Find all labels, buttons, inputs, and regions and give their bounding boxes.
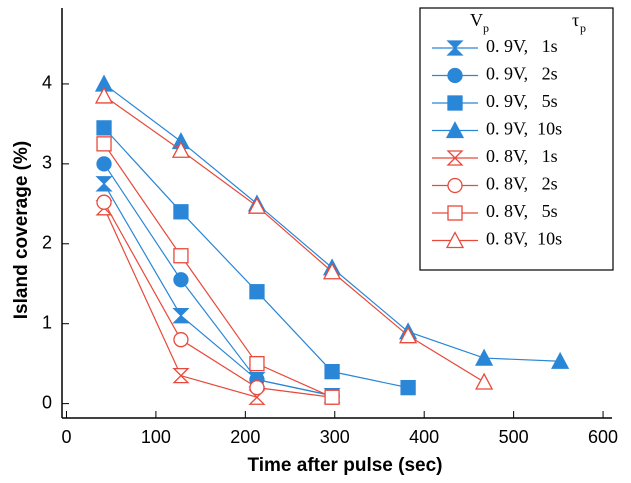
x-tick-label: 200 (230, 427, 260, 447)
legend-marker (447, 67, 463, 84)
series-line (103, 201, 333, 398)
legend-marker (445, 121, 465, 139)
data-point (96, 136, 112, 152)
y-tick-label: 4 (42, 73, 52, 93)
legend-marker (446, 150, 464, 166)
data-point (247, 196, 267, 214)
data-point (249, 379, 265, 396)
series-line (103, 163, 333, 397)
legend-marker (447, 95, 463, 111)
data-point (172, 367, 190, 384)
y-tick-label: 0 (42, 392, 52, 412)
data-point (475, 348, 494, 366)
legend-header-v: V (470, 10, 483, 30)
legend-label: 0. 9V, 10s (486, 119, 562, 139)
legend-marker (447, 205, 463, 221)
y-tick-label: 1 (42, 312, 52, 332)
legend-marker (446, 40, 464, 56)
legend-label: 0. 9V, 5s (486, 91, 558, 111)
data-point (173, 248, 189, 264)
x-tick-label: 600 (588, 427, 618, 447)
data-point (551, 351, 570, 369)
y-axis-label: Island coverage (%) (11, 141, 32, 319)
legend-label: 0. 9V, 2s (486, 64, 558, 84)
data-point (173, 332, 189, 348)
data-point (322, 262, 342, 280)
x-tick-label: 0 (61, 427, 71, 447)
y-tick-label: 3 (42, 153, 52, 173)
data-point (324, 389, 340, 405)
data-point (400, 379, 416, 396)
x-tick-label: 400 (409, 427, 439, 447)
data-point (173, 272, 189, 288)
data-point (96, 120, 112, 136)
x-tick-label: 500 (499, 427, 529, 447)
data-point (96, 156, 112, 172)
x-axis-label: Time after pulse (sec) (247, 455, 442, 476)
data-point (475, 372, 494, 390)
legend-header-v-sub: p (483, 21, 489, 35)
legend-label: 0. 8V, 2s (486, 174, 558, 194)
series-line (103, 127, 409, 389)
x-tick-label: 300 (320, 427, 350, 447)
legend-header-tau-sub: p (580, 21, 586, 35)
legend-label: 0. 8V, 5s (486, 201, 558, 221)
data-point (95, 176, 113, 192)
data-point (96, 194, 112, 210)
series-line (103, 143, 333, 398)
data-point (399, 326, 418, 344)
data-point (249, 284, 265, 300)
data-point (249, 356, 265, 372)
legend-marker (447, 177, 463, 194)
y-tick-label: 2 (42, 233, 52, 253)
series-line (103, 95, 485, 383)
legend-label: 0. 8V, 10s (486, 229, 562, 249)
data-point (171, 140, 191, 158)
x-tick-label: 100 (141, 427, 171, 447)
data-point (172, 308, 190, 324)
legend-label: 0. 9V, 1s (486, 36, 558, 56)
data-point (173, 204, 189, 220)
legend-label: 0. 8V, 1s (486, 146, 558, 166)
data-point (94, 86, 114, 104)
legend-marker (445, 231, 465, 249)
legend-header-tau: τ (572, 10, 579, 30)
data-point (324, 363, 340, 380)
